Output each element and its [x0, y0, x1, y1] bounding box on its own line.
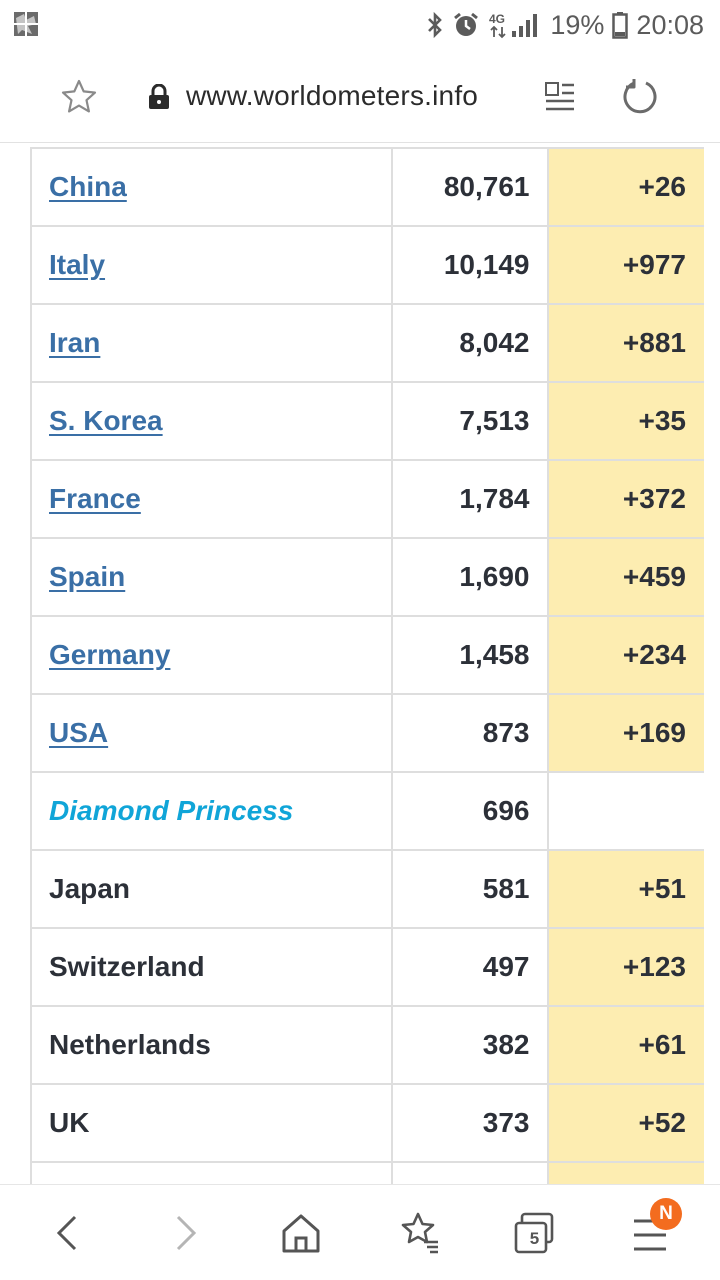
- total-cases-cell: 373: [390, 1083, 550, 1163]
- battery-percent: 19%: [550, 9, 605, 40]
- country-link[interactable]: Spain: [49, 561, 126, 592]
- country-cell: Japan: [30, 849, 393, 929]
- country-cell: Germany: [30, 615, 393, 695]
- new-cases-cell: +123: [547, 927, 706, 1007]
- table-row: China 80,761 +26: [30, 147, 706, 227]
- table-row-partial: [30, 1161, 706, 1184]
- new-cases-cell: +51: [547, 849, 706, 929]
- cases-table: China 80,761 +26 Italy 10,149 +977 Iran 8,042 +8…: [30, 147, 706, 1184]
- tabs-button[interactable]: 5: [512, 1211, 556, 1255]
- new-cases-cell: +881: [547, 303, 706, 383]
- country-cell: Italy: [30, 225, 393, 305]
- country-name: UK: [49, 1107, 90, 1138]
- new-cases-cell: +61: [547, 1005, 706, 1085]
- notification-badge: N: [650, 1198, 682, 1230]
- country-cell: China: [30, 147, 393, 227]
- new-cases-cell: +52: [547, 1083, 706, 1163]
- country-cell: Netherlands: [30, 1005, 393, 1085]
- page-content[interactable]: China 80,761 +26 Italy 10,149 +977 Iran 8,042 +8…: [0, 143, 720, 1184]
- new-cases-cell: +234: [547, 615, 706, 695]
- bottom-navigation: 5: [0, 1184, 720, 1280]
- clock: 20:08: [636, 9, 704, 40]
- star-icon[interactable]: [60, 78, 98, 116]
- new-cases-cell: +169: [547, 693, 706, 773]
- home-icon[interactable]: [279, 1211, 323, 1255]
- total-cases-cell: 1,690: [390, 537, 550, 617]
- new-cases-cell: [547, 771, 706, 851]
- country-name: Diamond Princess: [49, 795, 294, 826]
- new-cases-cell: +372: [547, 459, 706, 539]
- table-row: Iran 8,042 +881: [30, 303, 706, 383]
- country-name: Japan: [49, 873, 130, 904]
- table-row: France 1,784 +372: [30, 459, 706, 539]
- svg-text:4G: 4G: [489, 12, 505, 26]
- table-row: S. Korea 7,513 +35: [30, 381, 706, 461]
- table-row: Switzerland 497 +123: [30, 927, 706, 1007]
- country-cell: Diamond Princess: [30, 771, 393, 851]
- partial-cell: [390, 1161, 550, 1184]
- country-cell: Spain: [30, 537, 393, 617]
- url-text[interactable]: www.worldometers.info: [186, 80, 479, 111]
- table-row: Diamond Princess 696: [30, 771, 706, 851]
- 4g-signal-icon: 4G: [489, 12, 538, 39]
- country-cell: France: [30, 459, 393, 539]
- address-bar: www.worldometers.info: [0, 50, 720, 143]
- country-link[interactable]: Germany: [49, 639, 171, 670]
- table-row: Germany 1,458 +234: [30, 615, 706, 695]
- page-right-margin: [704, 143, 720, 1184]
- total-cases-cell: 497: [390, 927, 550, 1007]
- alarm-icon: [454, 12, 479, 36]
- country-link[interactable]: S. Korea: [49, 405, 163, 436]
- forward-icon[interactable]: [162, 1211, 206, 1255]
- country-link[interactable]: USA: [49, 717, 109, 748]
- total-cases-cell: 7,513: [390, 381, 550, 461]
- bookmarks-icon[interactable]: [398, 1211, 442, 1255]
- lock-icon: [149, 84, 169, 109]
- table-row: USA 873 +169: [30, 693, 706, 773]
- reload-icon[interactable]: [620, 77, 660, 117]
- battery-icon: [612, 12, 629, 39]
- total-cases-cell: 1,458: [390, 615, 550, 695]
- table-body: China 80,761 +26 Italy 10,149 +977 Iran 8,042 +8…: [30, 147, 706, 1184]
- table-row: Spain 1,690 +459: [30, 537, 706, 617]
- country-cell: Switzerland: [30, 927, 393, 1007]
- country-link[interactable]: France: [49, 483, 141, 514]
- table-row: Netherlands 382 +61: [30, 1005, 706, 1085]
- country-cell: UK: [30, 1083, 393, 1163]
- status-bar: 4G 19% 20:08: [0, 0, 720, 50]
- country-link[interactable]: Iran: [49, 327, 101, 358]
- table-row: UK 373 +52: [30, 1083, 706, 1163]
- country-link[interactable]: Italy: [49, 249, 106, 280]
- image-icon: [14, 12, 38, 36]
- partial-cell: [30, 1161, 393, 1184]
- new-cases-cell: +459: [547, 537, 706, 617]
- new-cases-cell: +35: [547, 381, 706, 461]
- total-cases-cell: 382: [390, 1005, 550, 1085]
- partial-cell: [547, 1161, 706, 1184]
- reader-mode-icon[interactable]: [544, 80, 576, 114]
- total-cases-cell: 581: [390, 849, 550, 929]
- total-cases-cell: 696: [390, 771, 550, 851]
- new-cases-cell: +977: [547, 225, 706, 305]
- back-icon[interactable]: [47, 1211, 91, 1255]
- bluetooth-icon: [428, 11, 443, 39]
- tab-count: 5: [529, 1229, 540, 1248]
- total-cases-cell: 8,042: [390, 303, 550, 383]
- tabs-icon: [514, 1212, 554, 1254]
- country-name: Netherlands: [49, 1029, 211, 1060]
- country-name: Switzerland: [49, 951, 205, 982]
- country-cell: USA: [30, 693, 393, 773]
- country-cell: Iran: [30, 303, 393, 383]
- table-row: Japan 581 +51: [30, 849, 706, 929]
- country-link[interactable]: China: [49, 171, 127, 202]
- status-icons: 4G 19% 20:08: [426, 8, 704, 42]
- total-cases-cell: 873: [390, 693, 550, 773]
- total-cases-cell: 1,784: [390, 459, 550, 539]
- total-cases-cell: 10,149: [390, 225, 550, 305]
- new-cases-cell: +26: [547, 147, 706, 227]
- table-row: Italy 10,149 +977: [30, 225, 706, 305]
- total-cases-cell: 80,761: [390, 147, 550, 227]
- country-cell: S. Korea: [30, 381, 393, 461]
